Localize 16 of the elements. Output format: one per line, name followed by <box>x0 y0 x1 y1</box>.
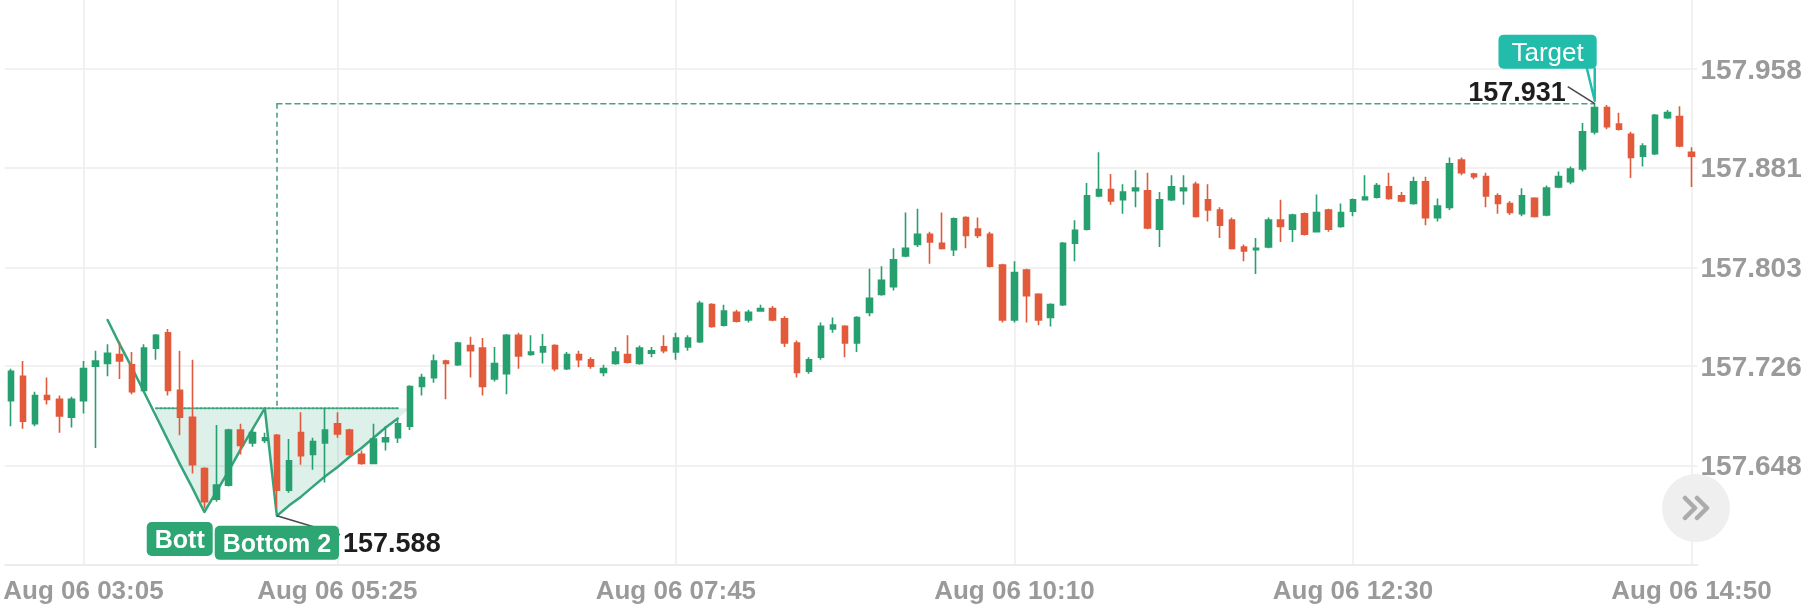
y-tick-label: 157.958 <box>1700 53 1802 85</box>
annotation: 157.588 <box>343 527 441 558</box>
x-tick-label: Aug 06 07:45 <box>595 574 757 605</box>
annotation: Bott <box>154 525 206 554</box>
x-tick-label: Aug 06 05:25 <box>257 574 418 605</box>
y-tick-label: 157.803 <box>1700 252 1802 284</box>
x-tick-label: Aug 06 14:50 <box>1611 574 1772 605</box>
x-tick-label: Aug 06 10:10 <box>934 574 1095 605</box>
annotation: 157.931 <box>1468 76 1566 107</box>
y-tick-label: 157.726 <box>1700 350 1802 382</box>
annotation: Target <box>1511 36 1585 67</box>
annotation: Bottom 2 <box>222 528 332 557</box>
x-tick-label: Aug 06 03:05 <box>3 574 164 605</box>
x-tick-label: Aug 06 12:30 <box>1272 574 1434 605</box>
y-tick-label: 157.648 <box>1700 450 1802 482</box>
y-tick-label: 157.881 <box>1700 152 1802 184</box>
